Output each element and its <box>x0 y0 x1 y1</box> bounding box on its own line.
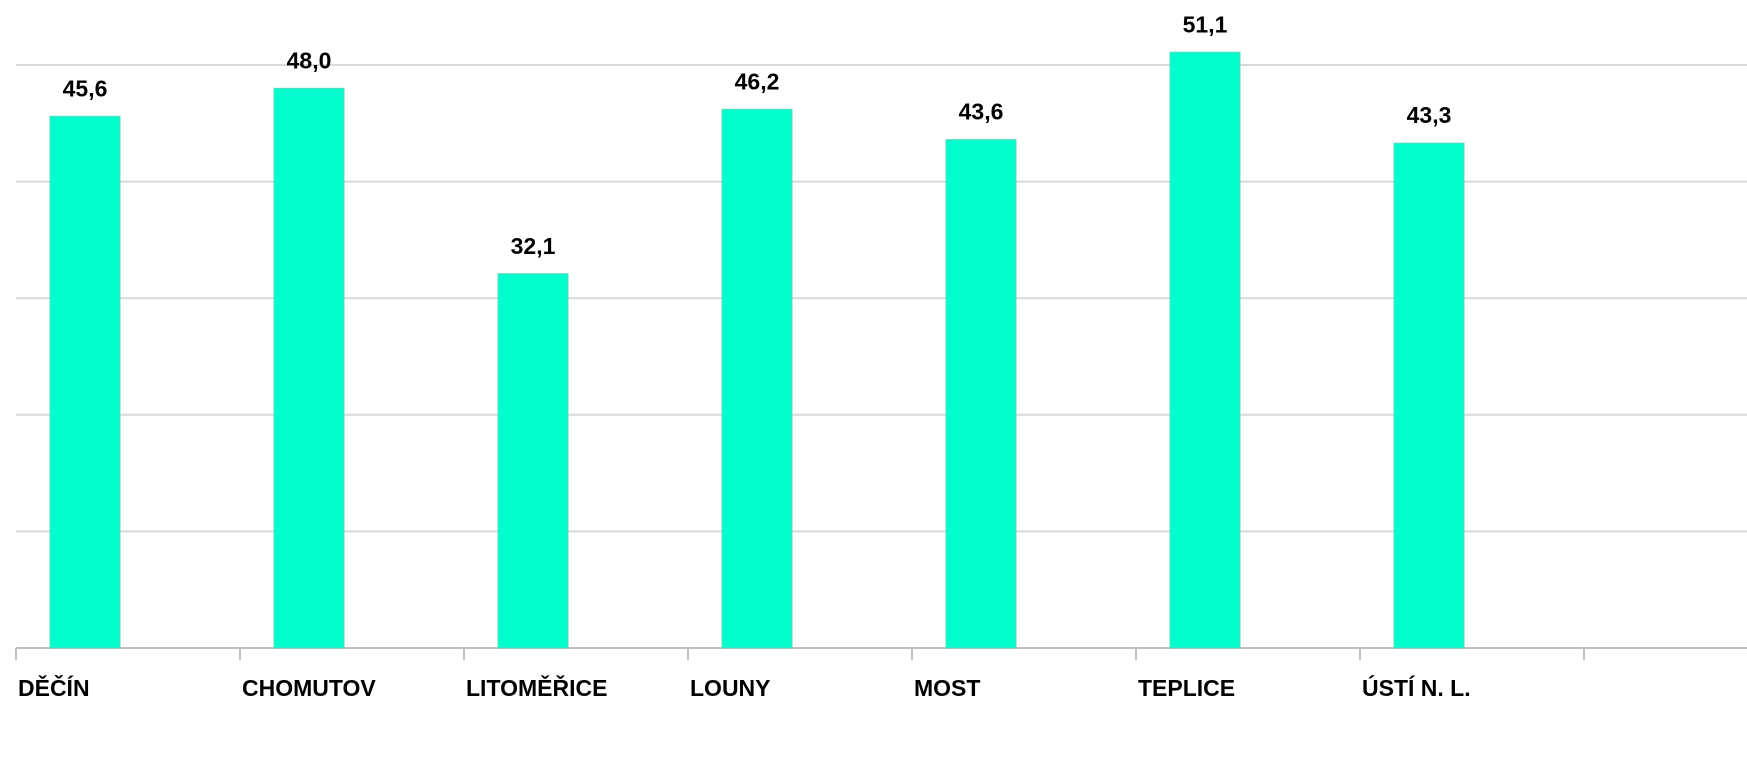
x-tick-label: ÚSTÍ N. L. <box>1362 674 1471 701</box>
bar <box>1393 142 1465 649</box>
value-label: 43,6 <box>959 99 1004 125</box>
value-label: 46,2 <box>735 68 780 94</box>
bar <box>497 273 569 649</box>
bar <box>945 139 1017 649</box>
bar <box>721 108 793 649</box>
value-label: 45,6 <box>63 75 108 101</box>
x-tick-label: LOUNY <box>690 675 771 701</box>
value-label: 43,3 <box>1407 102 1452 128</box>
x-tick-label: CHOMUTOV <box>242 675 376 701</box>
x-tick-label: TEPLICE <box>1138 675 1235 701</box>
value-label: 48,0 <box>287 47 332 73</box>
x-tick-label: LITOMĚŘICE <box>466 674 607 701</box>
bar <box>1169 51 1241 649</box>
bar <box>49 115 121 649</box>
value-label: 32,1 <box>511 233 556 259</box>
value-label: 51,1 <box>1183 11 1228 37</box>
x-tick-label: MOST <box>914 675 980 701</box>
x-tick-label: DĚČÍN <box>18 674 90 701</box>
bar <box>273 87 345 649</box>
